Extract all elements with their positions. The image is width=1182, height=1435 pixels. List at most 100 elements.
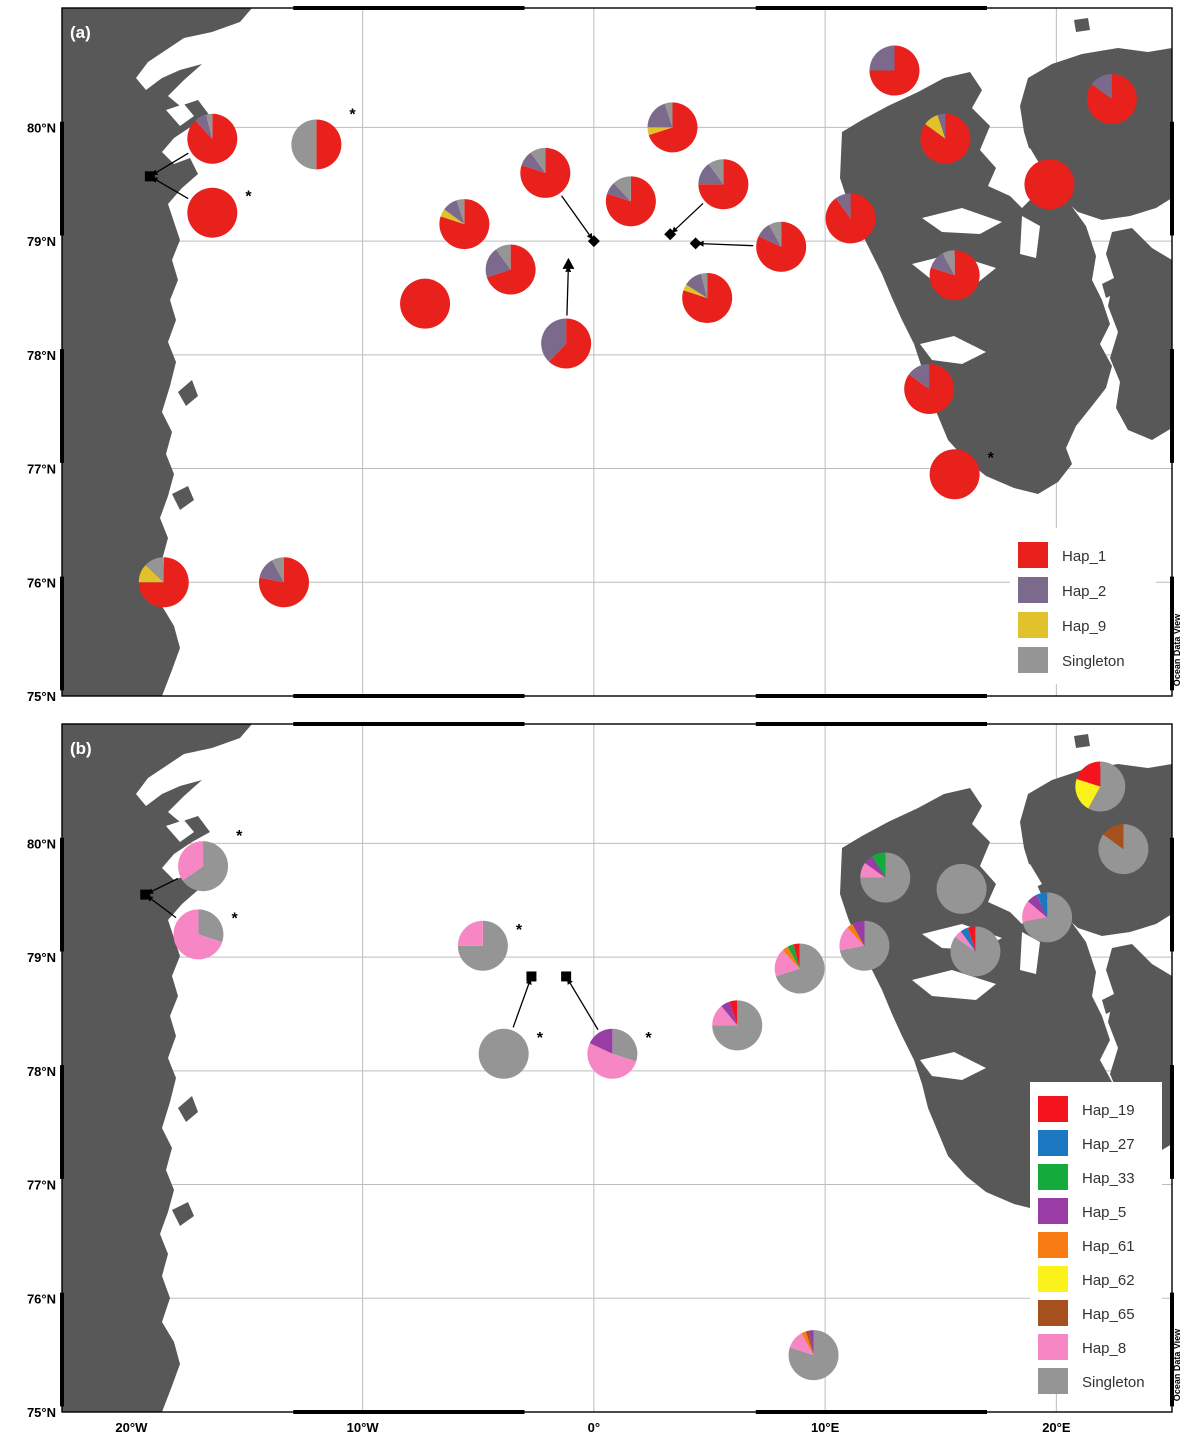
- legend-swatch: [1018, 647, 1048, 673]
- latitude-labels: 80°N 79°N 78°N 77°N 76°N 75°N: [27, 120, 56, 704]
- legend-swatch: [1018, 612, 1048, 638]
- pie-slice: [486, 244, 536, 295]
- pie-slice: [729, 1000, 738, 1026]
- pie-slice: [457, 920, 483, 946]
- station-marker-triangle: [562, 257, 575, 269]
- pie-slice: [871, 852, 886, 878]
- pie-slice: [937, 113, 946, 139]
- station-pie: *: [291, 106, 356, 170]
- pie-slice: [291, 119, 317, 170]
- pointer-arrow-head: [697, 240, 704, 247]
- pointer-arrow-line: [156, 179, 189, 200]
- frame-scale-bars: [60, 722, 1174, 1414]
- pointer-arrow-head: [671, 226, 679, 233]
- pie-slice: [1098, 824, 1149, 875]
- pie-slice: [187, 187, 238, 238]
- legend: Hap_1 Hap_2 Hap_9 Singleton: [1010, 528, 1156, 684]
- pie-slice: [541, 318, 567, 362]
- legend-swatch: [1018, 542, 1048, 568]
- pie-slice: [852, 920, 865, 946]
- pie-slice: [195, 114, 213, 139]
- station-pie: [439, 199, 490, 250]
- pie-slice: [925, 115, 946, 139]
- legend-swatch: [1038, 1164, 1068, 1190]
- pie-slice: [908, 363, 930, 389]
- pie-slice: [1076, 761, 1101, 787]
- station-marker-square: [144, 171, 155, 182]
- station-pie: [187, 113, 238, 164]
- pie-slice: [145, 557, 164, 583]
- significance-star: *: [537, 1030, 544, 1047]
- station-pie: [605, 176, 656, 227]
- pie-slice: [808, 1330, 814, 1356]
- station-pie: [839, 920, 890, 971]
- pie-slice: [138, 565, 164, 583]
- legend-swatch: [1038, 1266, 1068, 1292]
- pie-slice: [967, 926, 976, 952]
- sampling-markers: [144, 152, 754, 316]
- pie-slice: [805, 1330, 814, 1356]
- pie-slice: [612, 1028, 638, 1062]
- pie-slice: [613, 176, 631, 202]
- pie-slice: [869, 45, 895, 71]
- station-marker-square: [561, 971, 572, 982]
- pie-slice: [942, 250, 955, 276]
- pie-slice: [930, 253, 955, 276]
- pointer-arrow-line: [703, 243, 754, 247]
- station-pie: [138, 557, 189, 608]
- pie-slice: [400, 278, 451, 329]
- latitude-label: 78°N: [27, 348, 56, 363]
- station-pie: [929, 250, 980, 301]
- pie-slice: [839, 927, 865, 951]
- panel-b: **** * (b) Hap_19Hap_27Hap_33Hap_5Hap_61H…: [27, 722, 1182, 1435]
- pie-slice: [587, 1043, 637, 1079]
- station-pie: [1024, 159, 1075, 210]
- pie-slice: [1091, 73, 1112, 99]
- significance-star: *: [231, 910, 238, 927]
- pie-slice: [439, 199, 490, 250]
- pie-slice: [769, 221, 782, 247]
- station-pie: [400, 278, 451, 329]
- pointer-arrow-head: [151, 177, 159, 183]
- station-pie: [1098, 824, 1149, 875]
- station-pie: [712, 1000, 763, 1051]
- station-pie: [756, 221, 807, 272]
- pie-slice: [271, 557, 284, 583]
- pie-slice: [787, 944, 800, 969]
- pie-slice: [664, 102, 673, 128]
- latitude-label: 77°N: [27, 462, 56, 477]
- station-pie: [485, 244, 536, 295]
- latitude-label: 77°N: [27, 1178, 56, 1193]
- latitude-labels: 80°N 79°N 78°N 77°N 76°N 75°N: [27, 836, 56, 1420]
- pointer-arrow-head: [146, 895, 154, 902]
- pie-slice: [1024, 159, 1075, 210]
- pointer-arrow-head: [586, 232, 593, 240]
- pie-slice: [444, 200, 465, 225]
- legend: Hap_19 Hap_27 Hap_33 Hap_5 Hap_61 Hap_62 Hap_6…: [1030, 1082, 1162, 1394]
- pie-slice: [589, 1028, 613, 1054]
- longitude-label: 20°W: [115, 1420, 148, 1435]
- station-pie: [788, 1330, 839, 1381]
- station-pie: [950, 926, 1001, 977]
- station-pie: [682, 272, 733, 323]
- pie-slice: [1027, 894, 1048, 918]
- pie-slice: [1088, 761, 1126, 812]
- longitude-label: 20°E: [1042, 1420, 1071, 1435]
- pie-slice: [1075, 778, 1101, 809]
- station-marker-square: [140, 889, 151, 900]
- station-pie: *: [178, 828, 243, 892]
- pie-slice: [647, 127, 673, 136]
- pie-slice: [700, 272, 708, 298]
- legend-label: Singleton: [1062, 653, 1125, 670]
- haplotype-pies: * * *: [138, 45, 1137, 608]
- station-marker-diamond: [689, 237, 702, 250]
- pie-slice: [495, 244, 511, 270]
- pie-slice: [457, 920, 508, 971]
- pie-slice: [178, 841, 204, 881]
- legend-label: Hap_2: [1062, 583, 1106, 600]
- pie-slice: [520, 147, 571, 198]
- station-pie: [860, 852, 911, 903]
- pie-slice: [316, 119, 342, 170]
- latitude-label: 78°N: [27, 1064, 56, 1079]
- latitude-label: 76°N: [27, 1291, 56, 1306]
